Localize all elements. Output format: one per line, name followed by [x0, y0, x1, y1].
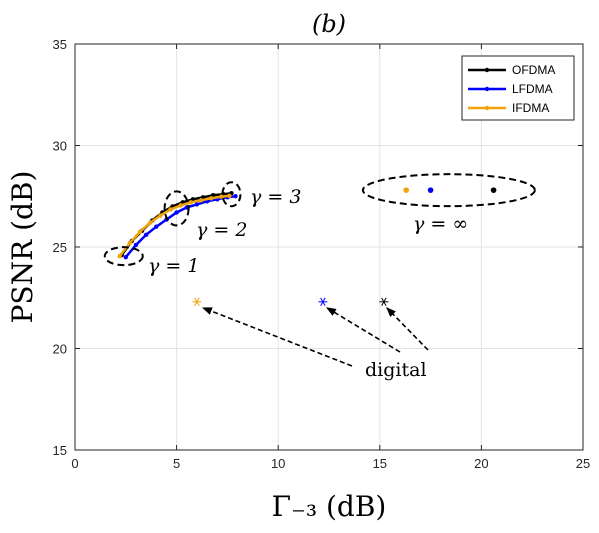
- asterisk-stroke: [320, 297, 326, 306]
- x-tick-label: 25: [576, 456, 590, 471]
- data-point-lfdma: [233, 194, 238, 199]
- digital-point-ifdma: [192, 297, 202, 306]
- data-point-ifdma: [158, 213, 163, 218]
- arrow-to-ifdma: [201, 307, 353, 367]
- x-tick-label: 20: [474, 456, 488, 471]
- data-point-lfdma: [194, 202, 200, 207]
- legend-marker-ifdma: [484, 105, 490, 111]
- infinity-point-ofdma: [490, 187, 497, 193]
- gamma1-ellipse: [103, 246, 144, 267]
- legend-label-ofdma: OFDMA: [512, 63, 555, 77]
- arrow-to-ofdma: [386, 307, 429, 351]
- x-tick-label: 5: [173, 456, 180, 471]
- data-point-ifdma: [219, 194, 224, 199]
- gamma1-label: γ = 1: [148, 255, 199, 277]
- infinity-point-lfdma: [427, 187, 434, 193]
- y-axis-title: PSNR (dB): [6, 171, 39, 324]
- x-axis-title: Γ₋₃ (dB): [272, 490, 387, 523]
- arrow-to-lfdma: [326, 307, 401, 353]
- y-tick-label: 25: [53, 240, 67, 255]
- data-point-ifdma: [227, 193, 232, 199]
- infinity-point-ifdma: [403, 187, 410, 193]
- gamma-inf-label: γ = ∞: [413, 213, 468, 235]
- data-point-ifdma: [147, 220, 153, 225]
- data-point-ifdma: [168, 207, 173, 212]
- data-point-ifdma: [188, 200, 194, 205]
- data-point-ifdma: [198, 198, 204, 203]
- gamma3-ellipse: [221, 181, 242, 208]
- legend-label-ifdma: IFDMA: [512, 101, 549, 115]
- gamma2-ellipse: [163, 190, 190, 227]
- gamma-inf-ellipse: [361, 173, 536, 208]
- data-point-ifdma: [208, 196, 214, 201]
- chart-title: (b): [312, 10, 346, 38]
- legend-label-lfdma: LFDMA: [512, 82, 553, 96]
- gamma2-label: γ = 2: [196, 219, 247, 241]
- x-tick-label: 10: [271, 456, 285, 471]
- data-point-lfdma: [154, 224, 159, 229]
- data-point-ifdma: [137, 229, 143, 234]
- legend-marker-lfdma: [484, 86, 490, 92]
- y-tick-label: 35: [53, 37, 67, 52]
- asterisk-stroke: [381, 297, 387, 306]
- y-tick-label: 20: [53, 342, 67, 357]
- y-tick-label: 15: [53, 443, 67, 458]
- asterisk-stroke: [194, 297, 200, 306]
- data-point-lfdma: [133, 242, 139, 248]
- legend-marker-ofdma: [484, 67, 490, 73]
- digital-point-ofdma: [379, 297, 389, 306]
- data-point-lfdma: [123, 254, 128, 260]
- data-point-ifdma: [178, 203, 183, 208]
- digital-point-lfdma: [318, 297, 328, 306]
- x-tick-label: 15: [373, 456, 387, 471]
- data-point-ifdma: [127, 240, 133, 246]
- gamma3-label: γ = 3: [250, 186, 301, 208]
- y-tick-label: 30: [53, 139, 67, 154]
- digital-label: digital: [365, 359, 427, 381]
- x-tick-label: 0: [71, 456, 78, 471]
- data-point-ifdma: [117, 253, 122, 259]
- data-point-lfdma: [143, 232, 149, 238]
- data-point-lfdma: [174, 210, 179, 215]
